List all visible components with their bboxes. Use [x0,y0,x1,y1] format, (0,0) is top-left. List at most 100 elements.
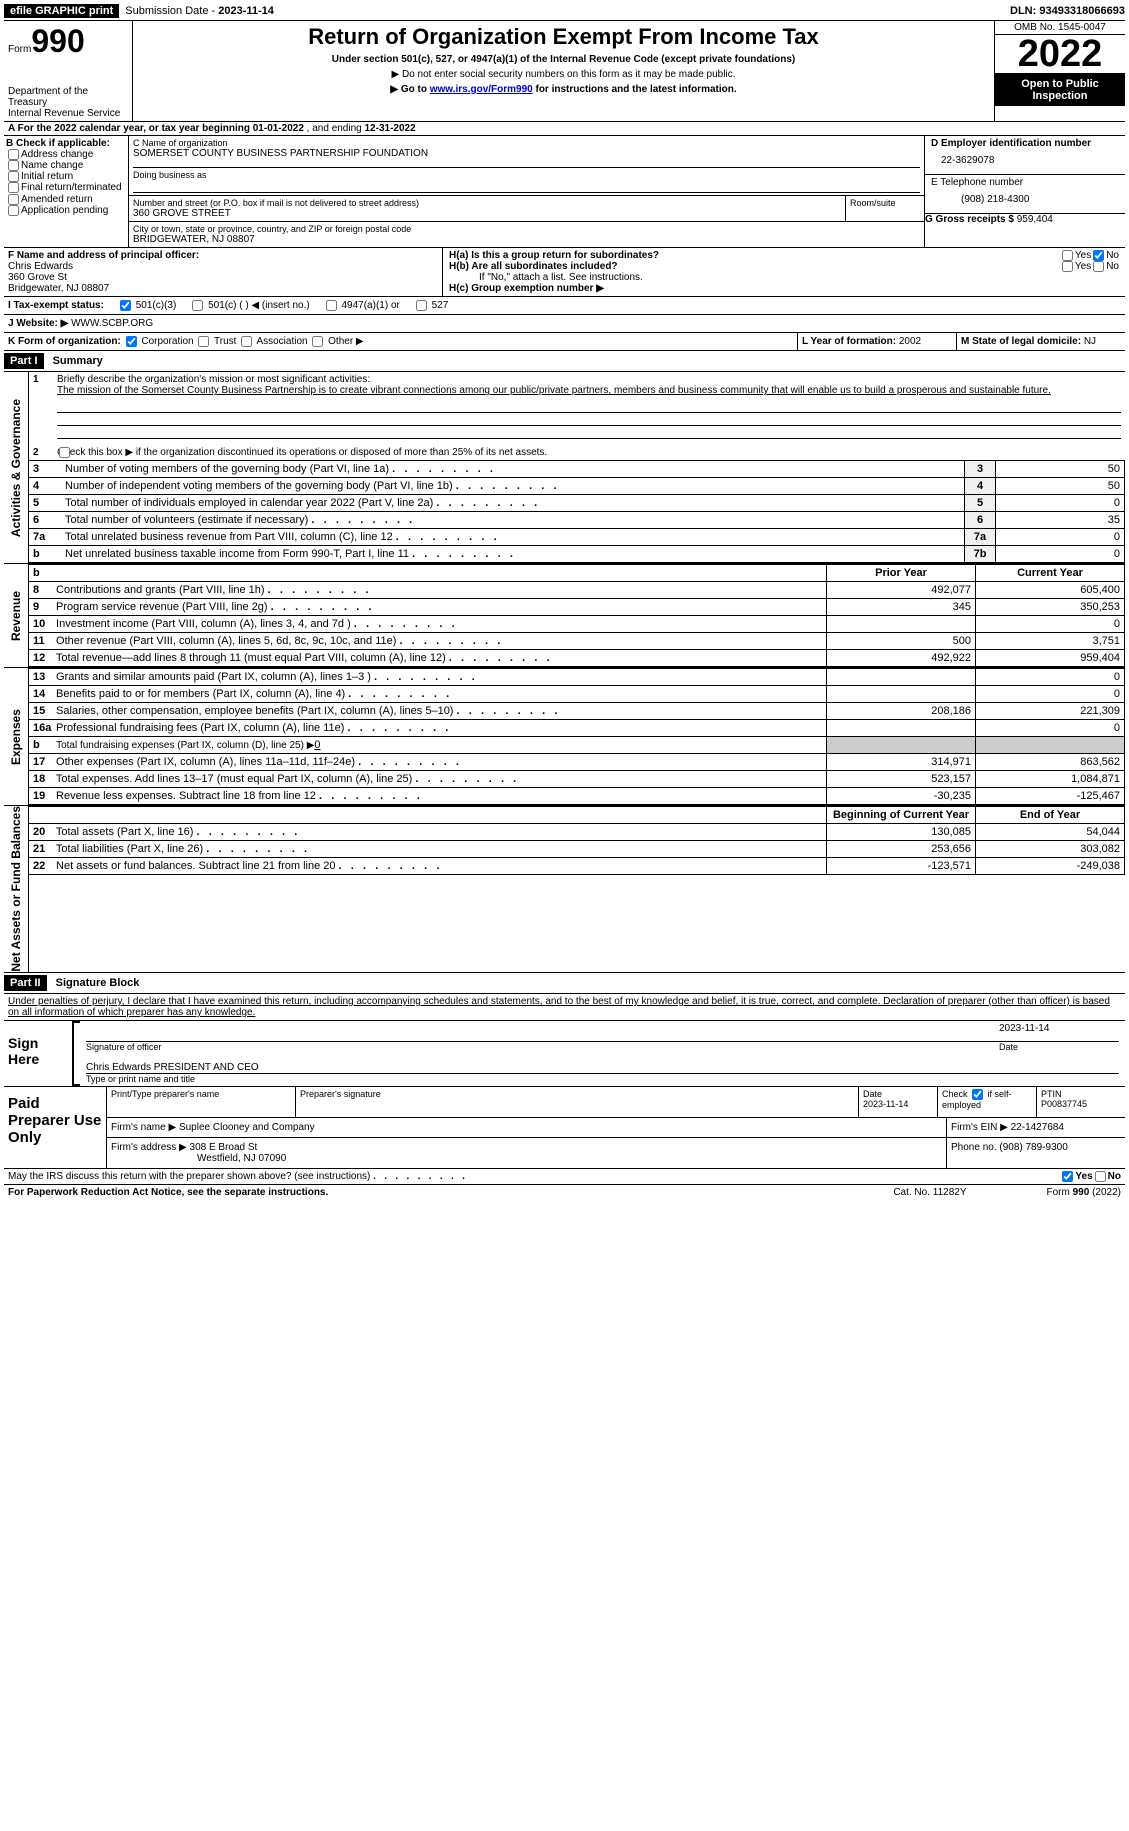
b-c6: Application pending [21,205,108,216]
firm-addr-label: Firm's address ▶ [111,1142,190,1153]
ha-yes-check[interactable] [1062,250,1073,261]
line-j: J Website: ▶ WWW.SCBP.ORG [4,315,1125,333]
ha-no-check[interactable] [1093,250,1104,261]
line-a: A For the 2022 calendar year, or tax yea… [4,122,1125,136]
discuss-yes: Yes [1075,1171,1092,1182]
k-c1: Corporation [141,336,193,347]
form-number: 990 [31,23,84,59]
corp-check[interactable] [126,336,137,347]
room-label: Room/suite [846,196,924,221]
city-val: BRIDGEWATER, NJ 08807 [133,234,920,245]
sign-here-block: Sign Here 2023-11-14 Signature of office… [4,1021,1125,1087]
open-inspection: Open to Public Inspection [995,74,1125,106]
firm-addr1: 308 E Broad St [190,1142,258,1153]
entity-block: B Check if applicable: Address change Na… [4,136,1125,248]
part2-header: Part II Signature Block [4,973,1125,994]
part2-label: Part II [4,975,47,991]
ssn-note: ▶ Do not enter social security numbers o… [139,69,988,80]
top-bar: efile GRAPHIC print Submission Date - 20… [4,4,1125,21]
firm-name: Suplee Clooney and Company [179,1122,315,1133]
b-c5: Amended return [21,194,93,205]
hb-note: If "No," attach a list. See instructions… [449,272,1119,283]
501c3-check[interactable] [120,300,131,311]
hb-no: No [1106,261,1119,272]
name-change-check[interactable] [8,160,19,171]
ein: 22-3629078 [931,149,1119,172]
city-label: City or town, state or province, country… [133,224,920,234]
pra-notice: For Paperwork Reduction Act Notice, see … [8,1187,328,1198]
assoc-check[interactable] [241,336,252,347]
app-pending-check[interactable] [8,205,19,216]
tax-year: 2022 [995,35,1125,74]
signer-name: Chris Edwards PRESIDENT AND CEO [86,1062,1119,1074]
amended-return-check[interactable] [8,194,19,205]
efile-button[interactable]: efile GRAPHIC print [4,4,119,18]
address-change-check[interactable] [8,149,19,160]
g-label: G Gross receipts $ [925,214,1017,225]
501c-check[interactable] [192,300,203,311]
col-eoy: End of Year [976,807,1125,824]
discuss-yes-check[interactable] [1062,1171,1073,1182]
l-label: L Year of formation: [802,336,899,347]
a-begin: 01-01-2022 [253,123,304,134]
hb-yes-check[interactable] [1062,261,1073,272]
netassets-section: Net Assets or Fund Balances Beginning of… [4,806,1125,973]
col-py: Prior Year [827,565,976,582]
b-c4: Final return/terminated [21,183,122,194]
goto-post: for instructions and the latest informat… [533,84,737,95]
a-mid: , and ending [304,123,365,134]
c-name-label: C Name of organization [133,138,920,148]
activities-section: Activities & Governance 1Briefly describ… [4,372,1125,564]
final-return-check[interactable] [8,182,19,193]
submission-label: Submission Date - 2023-11-14 [125,5,274,17]
sub-date: 2023-11-14 [218,5,274,17]
dln: DLN: 93493318066693 [1010,5,1125,17]
self-emp-check[interactable] [972,1089,983,1100]
4947-check[interactable] [326,300,337,311]
irs-label: Internal Revenue Service [8,108,128,119]
other-check[interactable] [312,336,323,347]
discontinued-check[interactable] [59,447,70,458]
penalties-text: Under penalties of perjury, I declare th… [4,994,1125,1021]
trust-check[interactable] [198,336,209,347]
i-c4: 527 [432,300,449,311]
goto-pre: ▶ Go to [390,84,429,95]
form-title: Return of Organization Exempt From Incom… [139,24,988,50]
paid-preparer-block: Paid Preparer Use Only Print/Type prepar… [4,1087,1125,1169]
initial-return-check[interactable] [8,171,19,182]
i-label: I Tax-exempt status: [8,300,104,311]
firm-phone: (908) 789-9300 [999,1142,1067,1153]
revenue-vert-label: Revenue [9,591,23,641]
website: WWW.SCBP.ORG [68,318,153,329]
footer-row: For Paperwork Reduction Act Notice, see … [4,1185,1125,1200]
name-label: Type or print name and title [86,1074,1119,1084]
firm-ph-label: Phone no. [951,1142,999,1153]
gross-receipts: 959,404 [1017,214,1053,225]
dln-value: 93493318066693 [1039,5,1125,17]
k-c4: Other ▶ [328,336,363,347]
part1-title: Summary [47,355,103,367]
hb-no-check[interactable] [1093,261,1104,272]
irs-link[interactable]: www.irs.gov/Form990 [430,84,533,95]
sig-label: Signature of officer [86,1042,993,1052]
ha-label: H(a) Is this a group return for subordin… [449,250,659,261]
k-c2: Trust [214,336,236,347]
i-c1: 501(c)(3) [136,300,177,311]
phone: (908) 218-4300 [931,188,1119,211]
prep-sig-label: Preparer's signature [296,1087,859,1117]
dln-label: DLN: [1010,5,1039,17]
year-formation: 2002 [899,336,921,347]
discuss-no-check[interactable] [1095,1171,1106,1182]
col-cy: Current Year [976,565,1125,582]
discuss-row: May the IRS discuss this return with the… [4,1169,1125,1185]
activities-vert-label: Activities & Governance [9,399,23,537]
governance-table: 3Number of voting members of the governi… [29,460,1125,563]
e-label: E Telephone number [931,177,1119,188]
sign-date: 2023-11-14 [993,1023,1119,1042]
revenue-section: Revenue b Prior Year Current Year 8 Cont… [4,564,1125,668]
discuss-no: No [1108,1171,1121,1182]
527-check[interactable] [416,300,427,311]
d-label: D Employer identification number [931,138,1119,149]
line-i: I Tax-exempt status: 501(c)(3) 501(c) ( … [4,297,1125,315]
firm-addr2: Westfield, NJ 07090 [111,1153,942,1164]
